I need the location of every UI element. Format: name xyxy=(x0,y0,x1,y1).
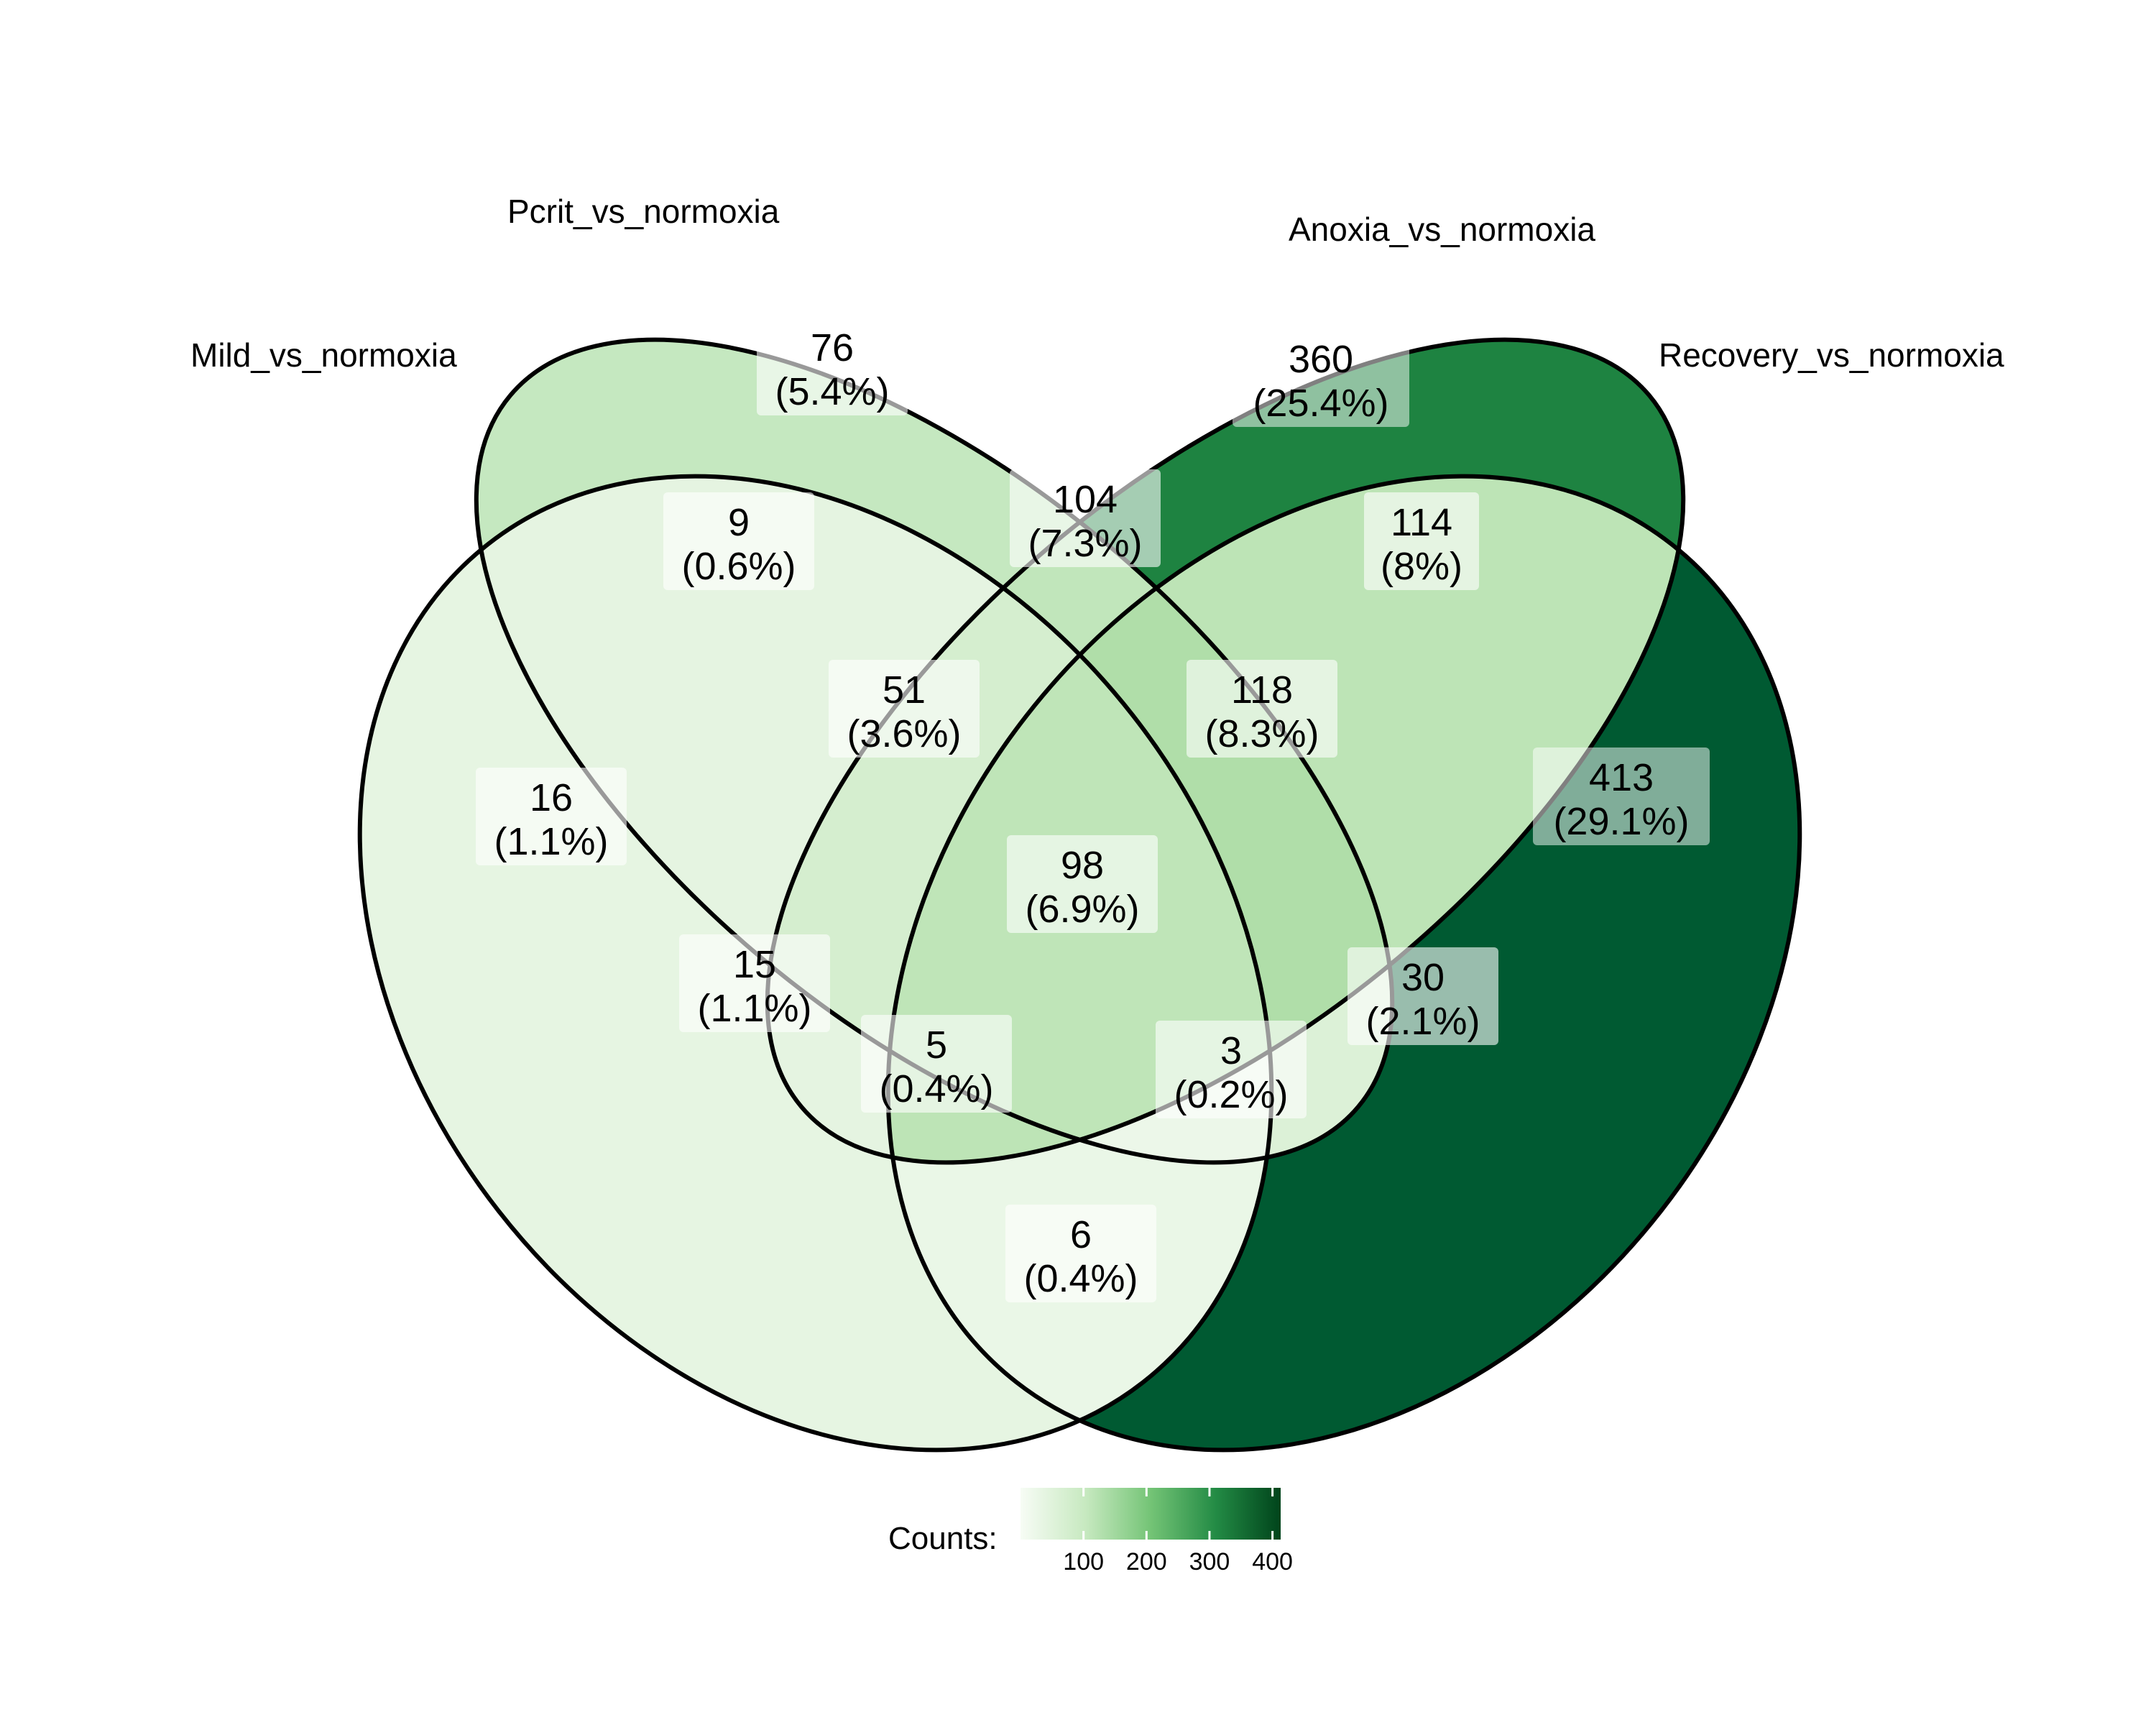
legend-tick-label: 300 xyxy=(1189,1548,1230,1576)
region-percent: (0.4%) xyxy=(1023,1257,1138,1300)
region-label-pcrit-anoxia: 104 (7.3%) xyxy=(1010,469,1161,567)
region-count: 114 xyxy=(1391,501,1452,544)
region-percent: (8.3%) xyxy=(1204,712,1319,755)
region-label-mild-pcrit: 9 (0.6%) xyxy=(663,492,814,590)
region-label-pcrit-only: 76 (5.4%) xyxy=(757,318,908,415)
region-percent: (1.1%) xyxy=(494,820,608,863)
region-label-all-four: 98 (6.9%) xyxy=(1007,835,1158,933)
set-label-mild: Mild_vs_normoxia xyxy=(190,336,457,374)
region-percent: (1.1%) xyxy=(697,987,811,1030)
mild-outline xyxy=(357,474,1274,1453)
region-count: 15 xyxy=(733,943,776,986)
region-label-anoxia-recovery: 114 (8%) xyxy=(1364,492,1479,590)
region-count: 76 xyxy=(811,326,854,369)
legend-tick-label: 400 xyxy=(1252,1548,1293,1576)
region-count: 3 xyxy=(1220,1029,1242,1072)
region-count: 118 xyxy=(1231,668,1293,712)
region-percent: (2.1%) xyxy=(1365,1000,1480,1043)
region-count: 16 xyxy=(530,776,573,819)
region-count: 104 xyxy=(1053,478,1118,521)
region-label-mild-anoxia-recovery: 5 (0.4%) xyxy=(861,1015,1012,1113)
set-labels: Mild_vs_normoxia Pcrit_vs_normoxia Anoxi… xyxy=(190,193,2004,374)
region-label-mild-pcrit-anoxia: 51 (3.6%) xyxy=(829,660,980,758)
recovery-outline xyxy=(885,474,1802,1453)
region-percent: (0.6%) xyxy=(681,545,796,588)
region-label-mild-recovery: 6 (0.4%) xyxy=(1005,1205,1156,1302)
region-label-mild-anoxia: 15 (1.1%) xyxy=(679,934,830,1032)
color-legend: Counts: 100 200 300 400 xyxy=(888,1488,1293,1576)
region-count: 9 xyxy=(728,501,750,544)
legend-tick-label: 100 xyxy=(1063,1548,1104,1576)
region-label-anoxia-only: 360 (25.4%) xyxy=(1233,329,1409,427)
region-percent: (0.2%) xyxy=(1174,1073,1288,1116)
legend-colorbar xyxy=(1021,1488,1281,1540)
region-label-pcrit-anoxia-recovery: 118 (8.3%) xyxy=(1187,660,1337,758)
region-percent: (5.4%) xyxy=(775,370,889,413)
region-percent: (6.9%) xyxy=(1025,888,1139,931)
region-label-mild-only: 16 (1.1%) xyxy=(476,768,627,865)
region-percent: (0.4%) xyxy=(879,1067,993,1110)
region-count: 413 xyxy=(1589,756,1654,799)
region-percent: (7.3%) xyxy=(1028,522,1142,565)
region-count: 51 xyxy=(883,668,926,712)
region-label-pcrit-recovery: 30 (2.1%) xyxy=(1348,947,1498,1045)
region-percent: (3.6%) xyxy=(847,712,961,755)
legend-ticks: 100 200 300 400 xyxy=(1063,1488,1293,1576)
set-label-pcrit: Pcrit_vs_normoxia xyxy=(507,193,780,230)
region-label-recovery-only: 413 (29.1%) xyxy=(1533,748,1710,845)
region-count: 360 xyxy=(1289,338,1353,381)
region-count: 6 xyxy=(1070,1213,1092,1256)
region-count: 5 xyxy=(926,1024,947,1067)
region-percent: (29.1%) xyxy=(1553,800,1689,843)
region-count: 30 xyxy=(1401,956,1445,999)
legend-title: Counts: xyxy=(888,1521,998,1556)
region-label-mild-pcrit-recovery: 3 (0.2%) xyxy=(1156,1021,1307,1118)
region-percent: (25.4%) xyxy=(1253,382,1388,425)
legend-tick-label: 200 xyxy=(1126,1548,1167,1576)
region-labels: 76 (5.4%) 360 (25.4%) 9 (0.6%) 104 (7.3%… xyxy=(476,318,1710,1302)
set-label-recovery: Recovery_vs_normoxia xyxy=(1659,336,2004,374)
set-label-anoxia: Anoxia_vs_normoxia xyxy=(1289,211,1595,248)
region-percent: (8%) xyxy=(1381,545,1462,588)
region-count: 98 xyxy=(1061,844,1104,887)
